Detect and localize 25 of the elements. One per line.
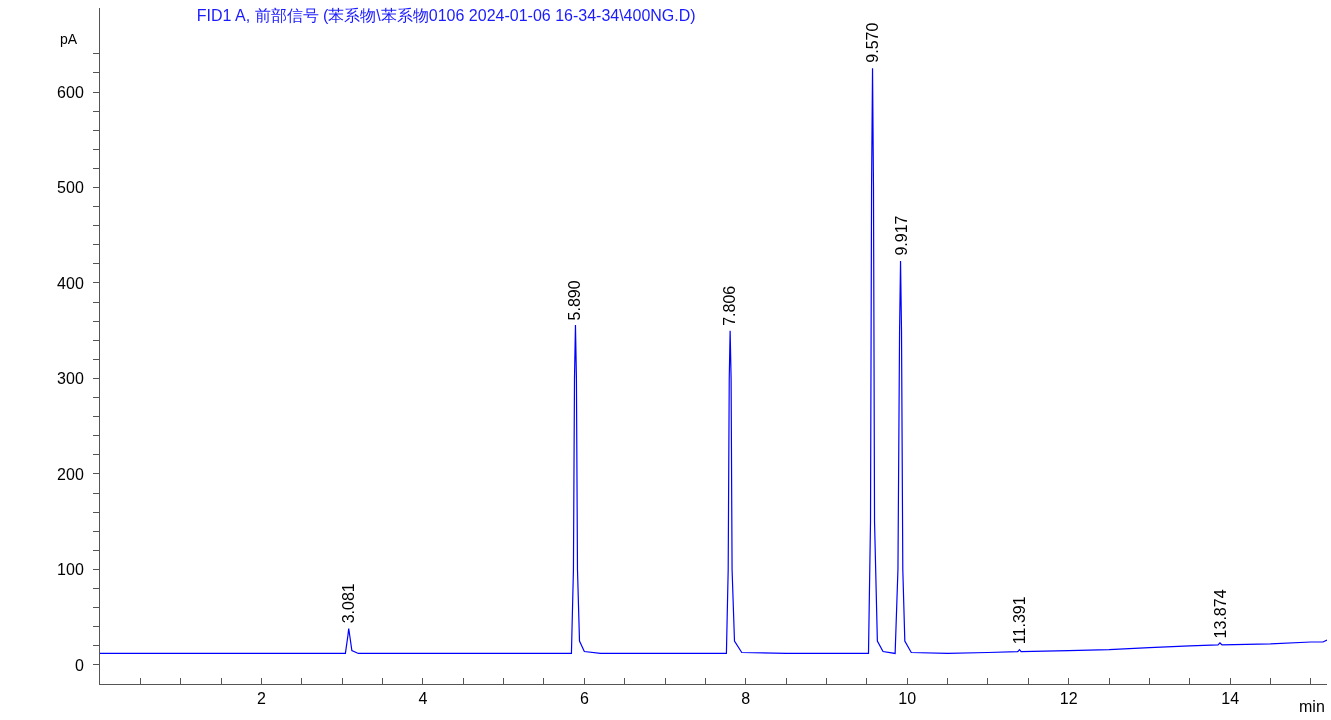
x-tick-label: 10 <box>898 690 917 708</box>
x-tick-label: 2 <box>257 690 266 708</box>
annotation: 13.874 <box>1211 589 1229 639</box>
annotation: 9.570 <box>864 22 882 63</box>
y-tick-label: 200 <box>57 465 84 483</box>
annotation: 3.081 <box>340 583 358 624</box>
y-tick-label: 100 <box>57 561 84 579</box>
x-tick-label: 8 <box>741 690 751 708</box>
x-tick-label: 6 <box>579 690 589 708</box>
annotation: 9.917 <box>892 215 910 256</box>
x-axis-title: min <box>1299 698 1325 715</box>
x-tick-label: 12 <box>1059 690 1078 708</box>
chart-title: FID1 A, 前部信号 (苯系物\苯系物0106 2024-01-06 16-34-34\400NG.D) <box>196 7 696 25</box>
y-tick-label: 600 <box>57 83 84 101</box>
y-tick-label: 0 <box>74 656 84 674</box>
y-tick-label: 300 <box>57 370 84 388</box>
y-tick-label: 400 <box>57 274 84 292</box>
annotation: 11.391 <box>1010 596 1028 645</box>
annotation: 5.890 <box>566 280 584 321</box>
line-series <box>100 67 1327 655</box>
y-tick-label: 500 <box>57 179 84 197</box>
x-tick-label: 14 <box>1221 690 1240 708</box>
y-axis-title: pA <box>60 31 78 47</box>
annotation: 7.806 <box>721 285 739 326</box>
x-tick-label: 4 <box>418 690 428 708</box>
